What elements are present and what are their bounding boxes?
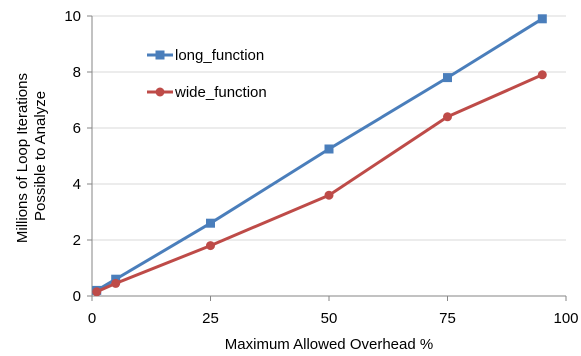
axes (87, 15, 567, 301)
data-point-long_function-25 (206, 218, 215, 228)
x-tick-label-50: 50 (321, 310, 338, 327)
legend-item-long_function: long_function (147, 47, 264, 64)
x-tick-label-75: 75 (439, 310, 456, 327)
y-tick-label-0: 0 (73, 288, 81, 305)
x-tick-label-0: 0 (88, 310, 96, 327)
series-wide_function (92, 70, 547, 297)
x-axis-title: Maximum Allowed Overhead % (225, 336, 433, 353)
series-line-long_function (95, 17, 544, 292)
y-tick-label-2: 2 (73, 232, 81, 249)
data-point-wide_function-25 (206, 241, 215, 251)
y-tick-label-10: 10 (64, 8, 81, 25)
y-tick-label-4: 4 (73, 176, 81, 193)
x-tick-label-25: 25 (202, 310, 219, 327)
gridlines (92, 15, 566, 241)
legend-item-wide_function: wide_function (147, 84, 267, 101)
legend: long_function wide_function (147, 47, 267, 101)
y-axis-title-line-2: Possible to Analyze (32, 91, 49, 221)
data-point-wide_function-5 (111, 278, 121, 288)
series-line-wide_function (96, 73, 543, 294)
legend-marker-wide_function (155, 87, 165, 97)
y-tick-label-8: 8 (73, 64, 81, 81)
data-point-long_function-75 (443, 73, 452, 83)
x-tick-label-100: 100 (553, 310, 578, 327)
legend-label-wide_function: wide_function (174, 84, 267, 101)
legend-marker-long_function (155, 50, 165, 60)
y-tick-label-6: 6 (73, 120, 81, 137)
legend-label-long_function: long_function (175, 47, 264, 64)
series (92, 14, 547, 297)
y-axis-title: Millions of Loop Iterations Possible to … (14, 69, 49, 243)
y-axis-title-line-1: Millions of Loop Iterations (14, 73, 31, 243)
data-point-long_function-95 (537, 14, 547, 24)
data-point-long_function-50 (324, 144, 334, 154)
data-point-wide_function-50 (324, 190, 334, 200)
data-point-wide_function-95 (537, 70, 547, 80)
data-point-wide_function-1 (92, 287, 102, 297)
data-point-wide_function-75 (443, 112, 452, 122)
